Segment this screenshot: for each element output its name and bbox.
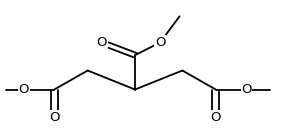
Text: O: O <box>210 111 221 124</box>
Text: O: O <box>96 36 107 49</box>
Text: O: O <box>155 36 165 49</box>
Text: O: O <box>18 83 29 96</box>
Text: O: O <box>49 111 60 124</box>
Text: O: O <box>241 83 252 96</box>
